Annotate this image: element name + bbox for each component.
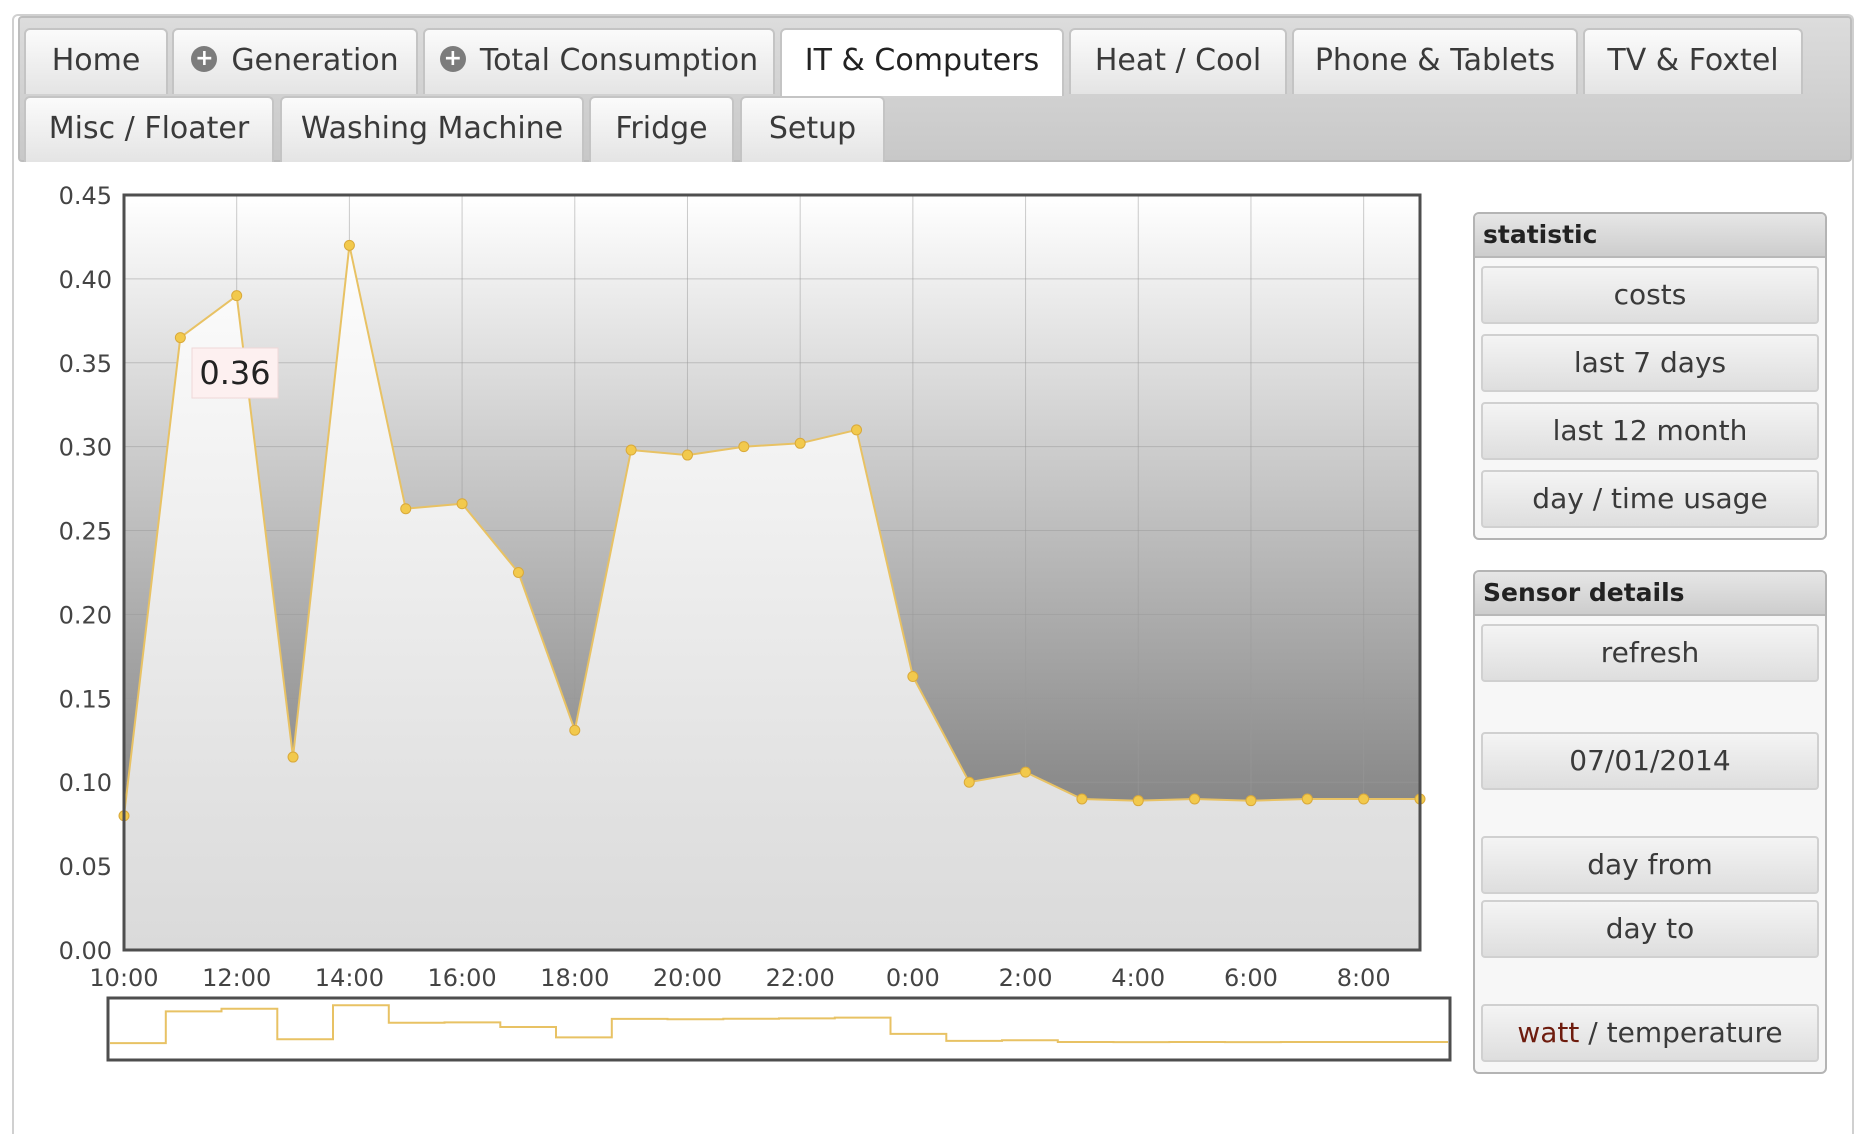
tooltip-box: [191, 347, 279, 399]
x-tick-label: 22:00: [766, 964, 835, 992]
data-point: [1189, 793, 1201, 805]
tab-label: IT & Computers: [804, 43, 1040, 78]
data-points: [118, 239, 1426, 822]
x-tick-label: 14:00: [315, 964, 384, 992]
x-tick-label: 0:00: [886, 964, 940, 992]
y-tick-label: 0.00: [59, 937, 112, 965]
x-tick-label: 20:00: [653, 964, 722, 992]
tab-tv-foxtel[interactable]: TV & Foxtel: [1583, 28, 1803, 94]
data-point: [1358, 793, 1370, 805]
data-point: [1301, 793, 1313, 805]
y-tick-label: 0.20: [59, 601, 112, 629]
series-line: [123, 245, 1420, 816]
y-tick-label: 0.10: [59, 769, 112, 797]
tab-misc-floater[interactable]: Misc / Floater: [24, 96, 274, 162]
plus-circle-icon: +: [439, 45, 466, 72]
costs-button[interactable]: costs: [1481, 266, 1819, 324]
sensor-details-panel: Sensor details refresh 07/01/2014 day fr…: [1473, 570, 1827, 1074]
area-fill: [124, 245, 1420, 951]
x-tick-label: 6:00: [1224, 964, 1278, 992]
watt-option[interactable]: watt: [1517, 1016, 1580, 1049]
tab-fridge[interactable]: Fridge: [589, 96, 734, 162]
sensor-details-header: Sensor details: [1475, 572, 1825, 616]
x-tick-label: 8:00: [1337, 964, 1391, 992]
statistic-header: statistic: [1475, 214, 1825, 258]
statistic-panel: statistic costs last 7 days last 12 mont…: [1473, 212, 1827, 540]
tab-it-computers[interactable]: IT & Computers: [780, 28, 1064, 96]
tab-label: Total Consumption: [479, 43, 759, 78]
data-point: [1020, 766, 1032, 778]
data-point: [569, 724, 581, 736]
last-12-month-button[interactable]: last 12 month: [1481, 402, 1819, 460]
navigator-line: [110, 1004, 1448, 1045]
app-frame: [12, 14, 1854, 1134]
navigator-box[interactable]: [106, 996, 1452, 1062]
date-picker-button[interactable]: 07/01/2014: [1481, 732, 1819, 790]
y-tick-label: 0.15: [59, 685, 112, 713]
data-point: [1245, 795, 1257, 807]
tab-total-consumption[interactable]: + Total Consumption: [423, 28, 775, 94]
tab-label: TV & Foxtel: [1607, 43, 1779, 78]
tab-phone-tablets[interactable]: Phone & Tablets: [1292, 28, 1578, 94]
x-tick-label: 2:00: [999, 964, 1053, 992]
data-point: [512, 567, 524, 578]
x-tick-label: 16:00: [428, 964, 497, 992]
y-tick-label: 0.25: [59, 518, 112, 546]
x-tick-label: 4:00: [1111, 964, 1165, 992]
x-tick-label: 18:00: [540, 964, 609, 992]
plus-circle-icon: +: [191, 45, 218, 72]
tab-setup[interactable]: Setup: [740, 96, 885, 162]
tab-label: Setup: [768, 111, 857, 146]
data-point: [851, 424, 863, 436]
plot-border: [122, 193, 1422, 952]
data-point: [1132, 795, 1144, 807]
y-axis-labels: 0.00 0.05 0.10 0.15 0.20 0.25 0.30 0.35 0.40 0.45: [59, 182, 112, 965]
y-tick-label: 0.35: [59, 350, 112, 378]
tooltip-value: 0.36: [199, 354, 270, 392]
tab-label: Phone & Tablets: [1314, 43, 1556, 78]
tab-label: Home: [51, 43, 141, 78]
temperature-option[interactable]: temperature: [1606, 1016, 1783, 1049]
data-point: [738, 441, 750, 453]
data-point: [1076, 793, 1088, 805]
data-point: [456, 498, 468, 510]
refresh-button[interactable]: refresh: [1481, 624, 1819, 682]
y-tick-label: 0.05: [59, 853, 112, 881]
data-point: [343, 239, 355, 251]
toggle-separator: /: [1579, 1016, 1607, 1049]
tab-label: Fridge: [615, 111, 708, 146]
data-point: [174, 332, 186, 344]
x-tick-label: 10:00: [89, 964, 158, 992]
data-point: [907, 671, 919, 683]
tab-label: Misc / Floater: [48, 111, 250, 146]
tab-label: Generation: [231, 43, 399, 78]
data-point: [400, 503, 412, 515]
data-point: [287, 751, 299, 763]
watt-temperature-toggle[interactable]: watt / temperature: [1481, 1004, 1819, 1062]
data-point: [794, 437, 806, 449]
data-point: [231, 290, 243, 302]
day-time-usage-button[interactable]: day / time usage: [1481, 470, 1819, 528]
y-tick-label: 0.40: [59, 266, 112, 294]
data-point: [625, 444, 637, 456]
x-tick-label: 12:00: [202, 964, 271, 992]
day-to-button[interactable]: day to: [1481, 900, 1819, 958]
y-tick-label: 0.30: [59, 434, 112, 462]
tab-washing-machine[interactable]: Washing Machine: [280, 96, 584, 162]
tab-label: Washing Machine: [300, 111, 564, 146]
last-7-days-button[interactable]: last 7 days: [1481, 334, 1819, 392]
tab-generation[interactable]: + Generation: [172, 28, 418, 94]
x-axis-labels: 10:00 12:00 14:00 16:00 18:00 20:00 22:00 0:00 2…: [89, 964, 1390, 992]
tab-label: Heat / Cool: [1094, 43, 1262, 78]
y-tick-label: 0.45: [59, 182, 112, 210]
tab-home[interactable]: Home: [24, 28, 168, 94]
data-point: [963, 776, 975, 788]
value-tooltip: 0.36: [191, 347, 279, 399]
tab-heat-cool[interactable]: Heat / Cool: [1069, 28, 1287, 94]
data-point: [681, 449, 693, 461]
day-from-button[interactable]: day from: [1481, 836, 1819, 894]
